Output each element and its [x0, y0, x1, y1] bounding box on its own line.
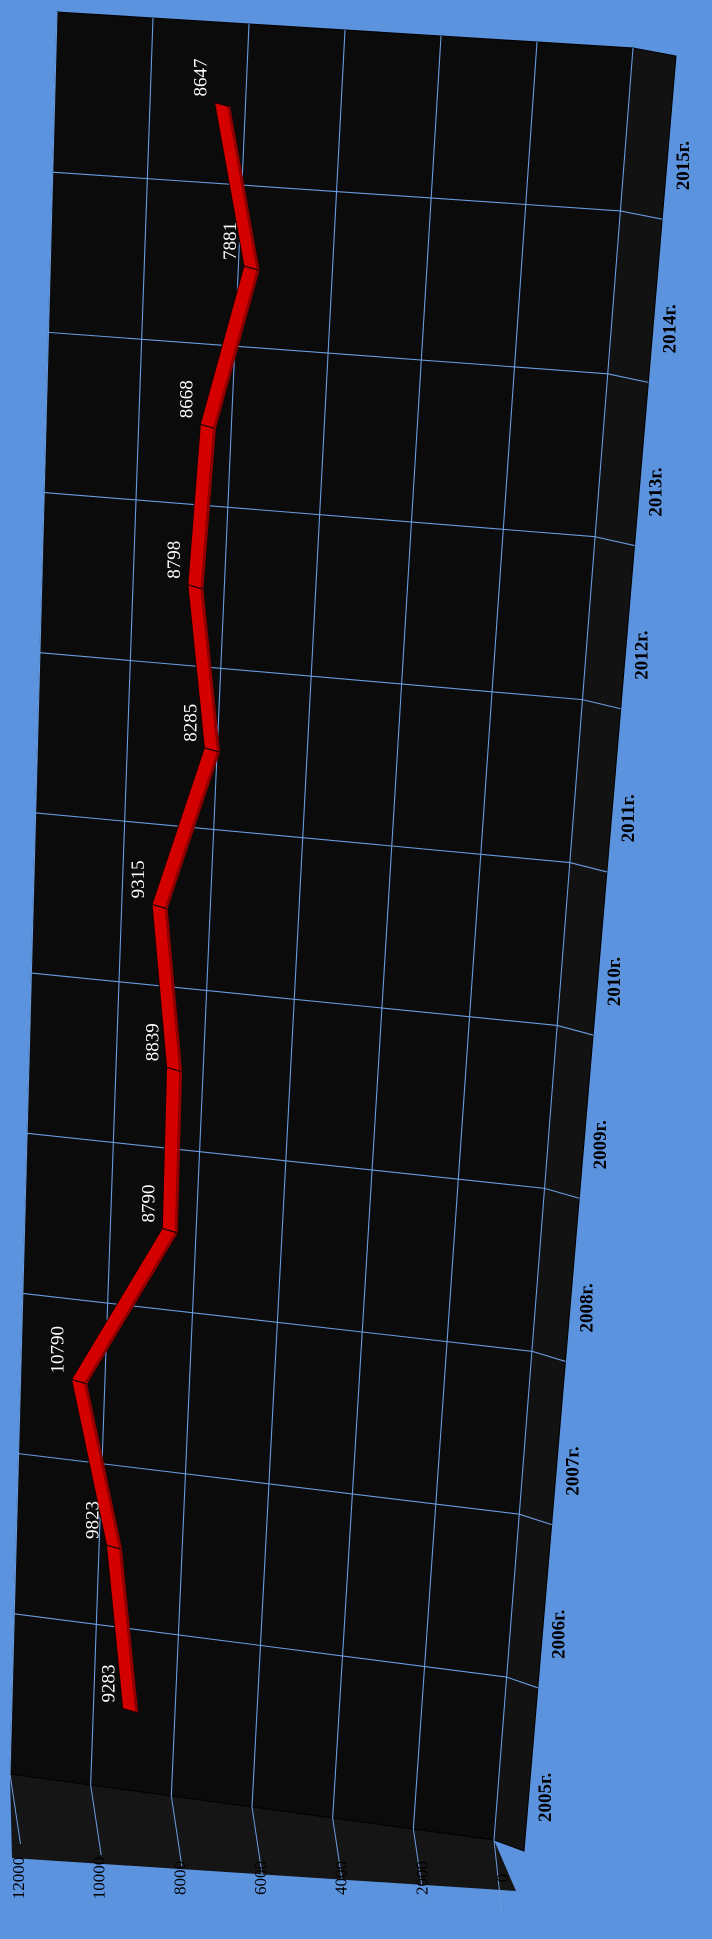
category-gridline [39, 652, 583, 701]
line-series-layer [70, 101, 260, 1714]
category-gridline [27, 1132, 545, 1189]
data-label: 9315 [128, 860, 149, 898]
category-gridline [22, 1292, 532, 1352]
y-tick-label: 10000 [90, 1857, 109, 1900]
x-tick-label: 2007г. [563, 1446, 584, 1495]
x-tick-label: 2008г. [576, 1283, 597, 1332]
floor-gridline [519, 1513, 552, 1526]
x-tick-labels-layer: 2005г. 2006г. 2007г. 2008г. 2009г. 2010г. 2011… [535, 141, 694, 1822]
data-label: 8285 [180, 704, 201, 742]
series-ribbon-joint [200, 423, 215, 429]
series-ribbon-joint [106, 1544, 121, 1550]
category-gridline [35, 812, 570, 864]
side-gridline [90, 1784, 102, 1856]
data-label: 8839 [143, 1023, 164, 1061]
data-label: 10790 [48, 1326, 69, 1374]
series-ribbon-edge [164, 908, 183, 1072]
data-label: 8647 [191, 59, 212, 97]
side-gridline [493, 1839, 502, 1911]
value-gridline [251, 29, 346, 1808]
series-ribbon-joint [166, 1066, 181, 1072]
value-gridline [9, 11, 58, 1775]
data-label: 8668 [176, 380, 197, 418]
data-label: 7881 [220, 222, 241, 260]
y-tick-labels-layer: 0 2000 4000 6000 8000 10000 12000 [9, 1857, 512, 1900]
y-tick-label: 0 [493, 1874, 512, 1883]
floor-gridline [594, 536, 635, 547]
floor-gridline [544, 1187, 580, 1199]
floor-gridline [557, 1024, 594, 1036]
series-ribbon-edge [200, 588, 220, 752]
y-tick-label: 4000 [332, 1861, 351, 1895]
series-ribbon-edge [118, 1548, 139, 1713]
y-tick-label: 6000 [251, 1861, 270, 1895]
x-tick-label: 2013г. [646, 467, 667, 516]
x-tick-label: 2009г. [590, 1120, 611, 1169]
category-gridline [52, 171, 621, 212]
x-tick-label: 2015г. [673, 141, 694, 190]
y-tick-label: 2000 [412, 1861, 431, 1895]
category-gridline [31, 972, 558, 1027]
floor-gridline [620, 210, 663, 220]
floor-gridline [582, 699, 621, 710]
series-ribbon-edge [84, 1383, 122, 1550]
series-ribbon-edge [200, 428, 216, 589]
series-ribbon-edge [213, 269, 260, 429]
x-tick-label: 2012г. [632, 630, 653, 679]
value-gridline [332, 35, 442, 1819]
data-label: 8790 [138, 1185, 159, 1223]
series-ribbon-joint [204, 747, 219, 753]
plot-side-wall [10, 1774, 516, 1891]
data-label: 9823 [83, 1501, 104, 1539]
data-labels-layer: 9283 9823 10790 8790 8839 9315 8285 8798 8668 788… [48, 59, 241, 1703]
category-gridline [14, 1613, 507, 1678]
x-tick-label: 2006г. [549, 1610, 570, 1659]
x-tick-label: 2010г. [604, 957, 625, 1006]
series-ribbon-joint [151, 903, 167, 909]
series-ribbon-edge [164, 751, 220, 909]
side-gridline [412, 1828, 425, 1900]
x-tick-label: 2014г. [659, 304, 680, 353]
category-gridline [48, 331, 608, 375]
series-ribbon-joint [162, 1227, 177, 1233]
data-label: 9283 [99, 1665, 120, 1703]
series-ribbon-edge [227, 106, 260, 271]
x-tick-label: 2005г. [535, 1773, 556, 1822]
value-gridline [412, 41, 538, 1830]
floor-gridline [569, 862, 608, 873]
side-gridline [251, 1806, 263, 1878]
series-ribbon-edge [174, 1071, 183, 1233]
series-ribbon-joint [122, 1708, 137, 1714]
category-gridline [44, 491, 596, 538]
side-gridline [9, 1773, 21, 1845]
value-gridline [493, 47, 634, 1841]
series-ribbon-joint [187, 584, 203, 590]
floor-gridline [607, 373, 649, 383]
y-tick-label: 8000 [170, 1861, 189, 1895]
side-gridline [332, 1817, 344, 1889]
series-ribbon-edge [84, 1231, 178, 1385]
series-ribbon-joint [214, 102, 229, 108]
series-ribbon-joint [243, 265, 259, 271]
side-gridline [170, 1795, 183, 1867]
x-tick-label: 2011г. [618, 794, 639, 842]
y-tick-label: 12000 [9, 1857, 28, 1900]
series-ribbon-joint [71, 1379, 86, 1384]
data-label: 8798 [164, 541, 185, 579]
floor-gridline [531, 1350, 566, 1362]
floor-gridline [506, 1676, 538, 1689]
